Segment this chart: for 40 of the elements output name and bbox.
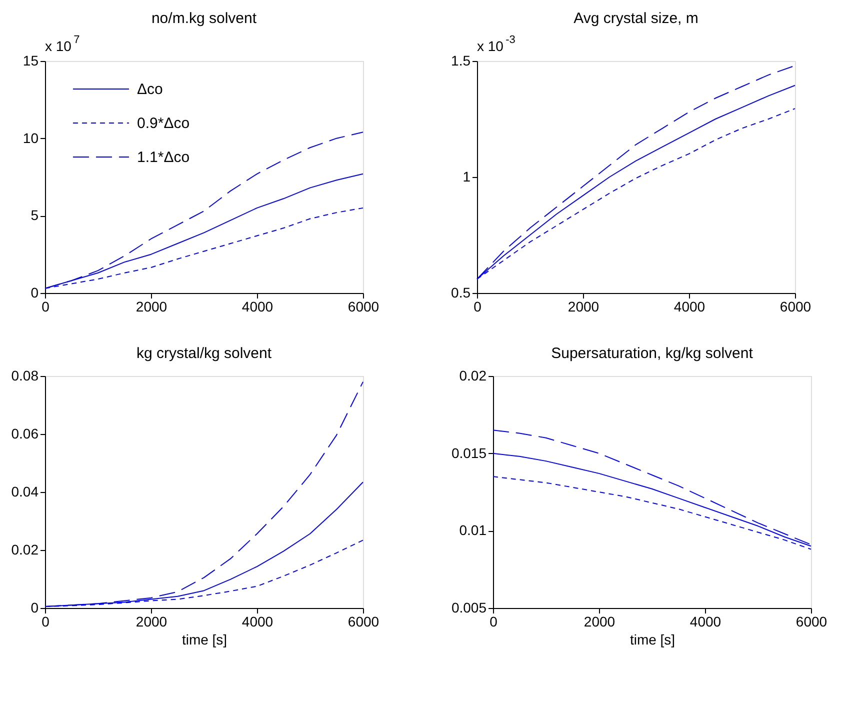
x-tick-label: 2000 bbox=[136, 298, 168, 314]
y-tick-label: 1 bbox=[462, 168, 471, 184]
chart-title: Avg crystal size, m bbox=[574, 10, 698, 27]
x-tick-label: 0 bbox=[42, 614, 50, 630]
x-tick-label: 6000 bbox=[348, 614, 380, 630]
x-tick-label: 0 bbox=[490, 614, 498, 630]
y-tick-label: 10 bbox=[22, 130, 39, 146]
y-tick-label: 0.5 bbox=[451, 284, 471, 300]
legend-label: Δco bbox=[137, 81, 163, 98]
y-tick-label: 0 bbox=[30, 284, 39, 300]
x-tick-label: 6000 bbox=[348, 298, 380, 314]
y-tick-label: 5 bbox=[30, 207, 39, 224]
chart-title: Supersaturation, kg/kg solvent bbox=[551, 345, 754, 362]
y-tick-label: 0.015 bbox=[451, 444, 487, 461]
x-tick-label: 2000 bbox=[584, 614, 616, 630]
y-tick-label: 0.02 bbox=[11, 542, 39, 558]
x-tick-label: 4000 bbox=[674, 298, 706, 314]
chart-title: no/m.kg solvent bbox=[151, 10, 258, 27]
x-tick-label: 2000 bbox=[136, 614, 168, 630]
legend-label: 0.9*Δco bbox=[137, 115, 190, 132]
x-axis-title: time [s] bbox=[182, 632, 228, 648]
y-tick-label: 0.02 bbox=[459, 368, 487, 384]
y-tick-label: 0.005 bbox=[451, 600, 487, 616]
x-tick-label: 4000 bbox=[242, 298, 274, 314]
x-tick-label: 6000 bbox=[796, 614, 828, 630]
y-tick-label: 0.04 bbox=[11, 484, 39, 500]
x-tick-label: 4000 bbox=[690, 614, 722, 630]
x-tick-label: 2000 bbox=[568, 298, 600, 314]
y-tick-label: 0 bbox=[30, 600, 39, 616]
chart-title: kg crystal/kg solvent bbox=[136, 345, 272, 362]
legend-label: 1.1*Δco bbox=[137, 149, 190, 166]
x-axis-title: time [s] bbox=[630, 632, 676, 648]
y-tick-label: 0.06 bbox=[11, 426, 39, 442]
y-tick-label: 0.08 bbox=[11, 368, 39, 384]
y-tick-label: 1.5 bbox=[451, 52, 471, 68]
x-tick-label: 0 bbox=[42, 298, 50, 314]
x-tick-label: 6000 bbox=[780, 298, 812, 314]
y-tick-label: 0.01 bbox=[459, 522, 487, 538]
y-tick-label: 15 bbox=[22, 52, 39, 68]
x-tick-label: 4000 bbox=[242, 614, 274, 630]
